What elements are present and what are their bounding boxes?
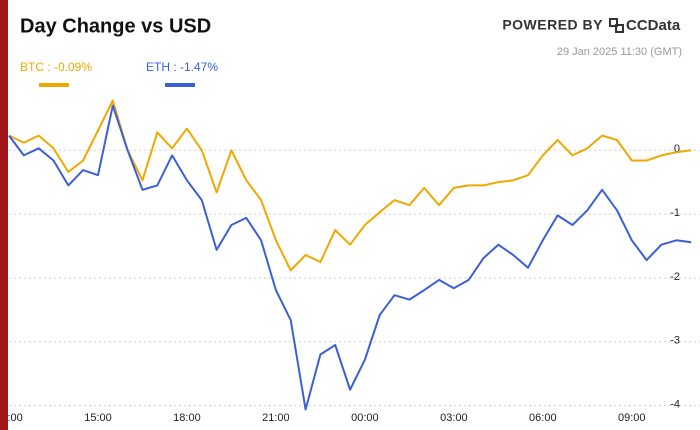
- y-tick-label: -2: [670, 271, 680, 283]
- y-tick-label: -1: [670, 207, 680, 219]
- series-line: [8, 104, 692, 411]
- brand-name: CCData: [626, 17, 681, 34]
- x-tick-label: 09:00: [618, 412, 646, 424]
- brand-logo: [609, 18, 624, 33]
- timestamp: 29 Jan 2025 11:30 (GMT): [557, 46, 682, 58]
- x-tick-label: 21:00: [262, 412, 290, 424]
- left-accent-bar: [0, 0, 8, 430]
- y-tick-label: 0: [674, 143, 680, 155]
- x-tick-label: 15:00: [84, 412, 112, 424]
- legend-label: BTC : -0.09%: [20, 60, 92, 74]
- y-tick-label: -3: [670, 335, 680, 347]
- legend-label: ETH : -1.47%: [146, 60, 218, 74]
- y-tick-label: -4: [670, 399, 680, 411]
- series-line: [8, 99, 692, 272]
- x-tick-label: 03:00: [440, 412, 468, 424]
- brand-prefix: POWERED BY: [502, 17, 603, 33]
- x-tick-label: 00:00: [351, 412, 379, 424]
- x-tick-label: 18:00: [173, 412, 201, 424]
- x-tick-label: 06:00: [529, 412, 557, 424]
- chart-title: Day Change vs USD: [20, 15, 211, 37]
